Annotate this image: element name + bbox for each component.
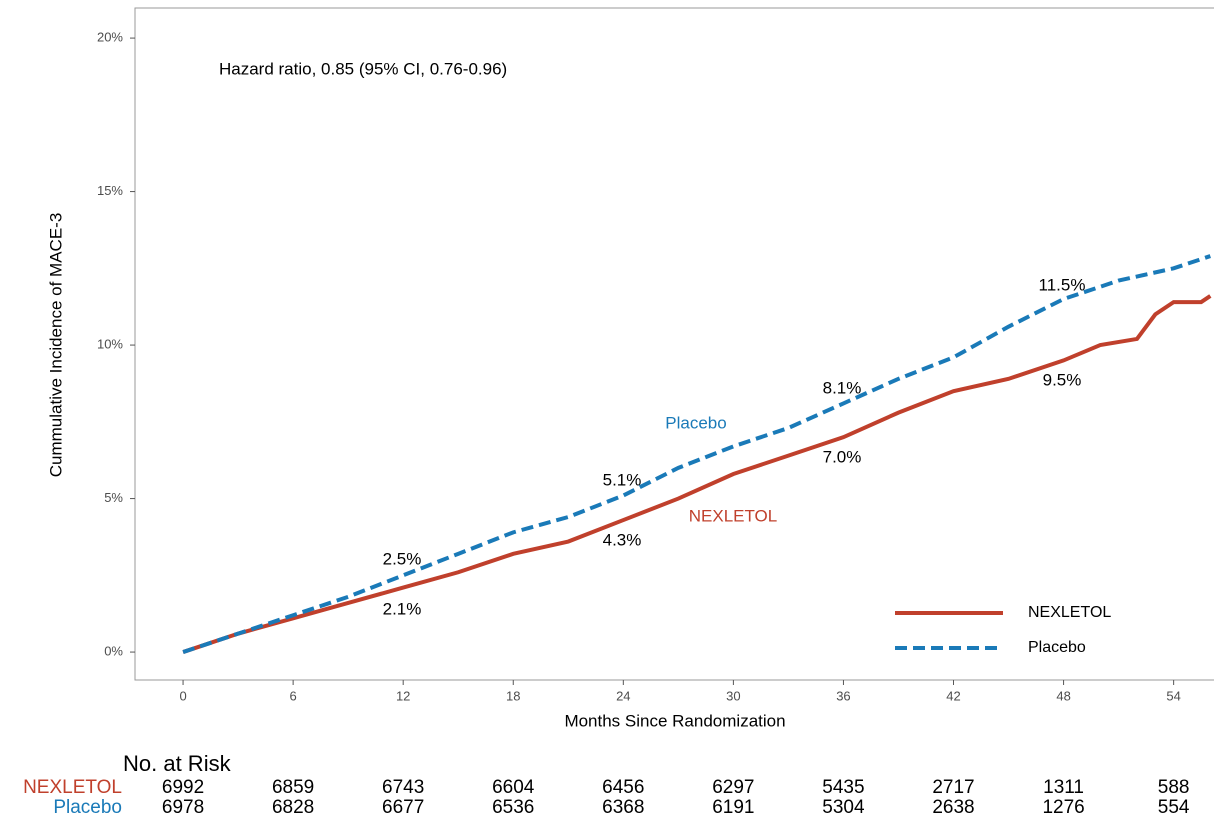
annotation: 4.3% [603, 530, 642, 549]
x-tick-label: 48 [1056, 688, 1070, 703]
y-tick-label: 10% [97, 337, 123, 352]
risk-value: 6859 [272, 777, 314, 798]
y-tick-label: 5% [104, 490, 123, 505]
risk-value: 6743 [382, 777, 424, 798]
risk-row-name: Placebo [53, 797, 122, 818]
risk-value: 1311 [1043, 777, 1084, 798]
risk-value: 2638 [932, 797, 974, 818]
risk-value: 6191 [712, 797, 754, 818]
risk-value: 6368 [602, 797, 644, 818]
risk-value: 2717 [932, 777, 974, 798]
y-tick-label: 20% [97, 30, 123, 45]
x-axis-title: Months Since Randomization [564, 711, 785, 730]
annotation: 2.5% [383, 549, 422, 568]
risk-value: 6978 [162, 797, 204, 818]
series-line [182, 254, 1211, 654]
y-tick-label: 15% [97, 183, 123, 198]
plot-border [134, 7, 1214, 681]
x-tick-label: 18 [506, 688, 520, 703]
risk-table-title: No. at Risk [123, 751, 232, 776]
risk-value: 588 [1158, 777, 1190, 798]
x-tick-label: 54 [1166, 688, 1180, 703]
annotation: 9.5% [1043, 370, 1082, 389]
series-line [182, 294, 1212, 654]
legend-label: NEXLETOL [1028, 604, 1111, 621]
x-tick-label: 12 [396, 688, 410, 703]
x-tick-label: 42 [946, 688, 960, 703]
legend-label: Placebo [1028, 639, 1086, 656]
risk-value: 1276 [1042, 797, 1084, 818]
annotation: 5.1% [603, 470, 642, 489]
annotation: 2.1% [383, 599, 422, 618]
risk-value: 6536 [492, 797, 534, 818]
risk-value: 5435 [822, 777, 864, 798]
x-tick-label: 0 [179, 688, 186, 703]
risk-value: 6297 [712, 777, 754, 798]
annotation: NEXLETOL [689, 506, 778, 525]
risk-value: 6456 [602, 777, 644, 798]
annotation: Placebo [665, 413, 726, 432]
hazard-ratio: Hazard ratio, 0.85 (95% CI, 0.76-0.96) [219, 59, 507, 78]
annotation: 8.1% [823, 378, 862, 397]
x-tick-label: 30 [726, 688, 740, 703]
risk-value: 5304 [822, 797, 865, 818]
risk-value: 6677 [382, 797, 424, 818]
risk-value: 6604 [492, 777, 535, 798]
x-tick-label: 36 [836, 688, 850, 703]
y-axis-title: Cummulative Incidence of MACE-3 [46, 213, 65, 478]
risk-value: 6828 [272, 797, 314, 818]
x-tick-label: 6 [290, 688, 297, 703]
annotation: 7.0% [823, 447, 862, 466]
risk-value: 554 [1158, 797, 1190, 818]
y-tick-label: 0% [104, 644, 123, 659]
risk-value: 6992 [162, 777, 204, 798]
annotation: 11.5% [1039, 275, 1086, 294]
risk-row-name: NEXLETOL [23, 777, 122, 798]
x-tick-label: 24 [616, 688, 630, 703]
